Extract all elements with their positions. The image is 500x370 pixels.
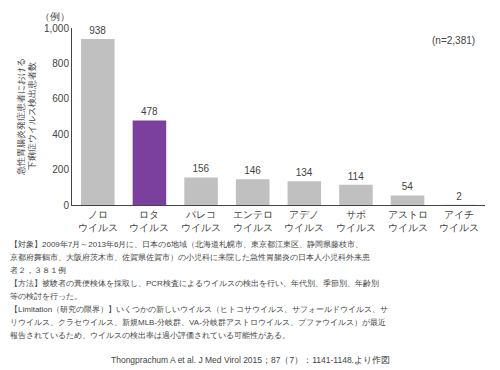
svg-text:ノロウイルス: ノロウイルス — [78, 209, 118, 233]
svg-text:478: 478 — [141, 106, 158, 117]
svg-text:者２，３８１例: 者２，３８１例 — [10, 266, 66, 275]
svg-text:報告されているため、ウイルスの検出率は過小評価されている可能: 報告されているため、ウイルスの検出率は過小評価されている可能性がある。 — [10, 331, 290, 340]
svg-text:（例）: （例） — [40, 11, 70, 22]
svg-text:0: 0 — [63, 200, 69, 211]
svg-text:サポウイルス: サポウイルス — [336, 209, 376, 233]
svg-text:Thongprachum A et al. J Med Vi: Thongprachum A et al. J Med Virol 2015；8… — [111, 355, 390, 365]
svg-text:400: 400 — [52, 129, 69, 140]
svg-text:パレコウイルス: パレコウイルス — [181, 209, 221, 233]
svg-text:146: 146 — [244, 165, 261, 176]
svg-text:アイチウイルス: アイチウイルス — [439, 209, 479, 233]
svg-text:938: 938 — [89, 25, 106, 36]
svg-text:エンテロウイルス: エンテロウイルス — [233, 209, 273, 233]
svg-text:アデノウイルス: アデノウイルス — [284, 209, 324, 233]
svg-text:600: 600 — [52, 93, 69, 104]
svg-text:リウイルス、クラセウイルス、新規MLB-分岐群、VA-分岐群: リウイルス、クラセウイルス、新規MLB-分岐群、VA-分岐群アストロウイルス、ブ… — [10, 318, 386, 327]
svg-text:1,000: 1,000 — [44, 23, 69, 34]
svg-text:【方法】被験者の糞便検体を採取し、PCR検査によるウイルスの: 【方法】被験者の糞便検体を採取し、PCR検査によるウイルスの検出を行い、年代別、… — [10, 279, 379, 288]
svg-text:114: 114 — [348, 171, 364, 182]
svg-text:京都府舞鶴市、大阪府茨木市、佐賀県佐賀市）の小児科に来院した: 京都府舞鶴市、大阪府茨木市、佐賀県佐賀市）の小児科に来院した急性胃腸炎の日本人小… — [10, 253, 370, 262]
svg-text:54: 54 — [402, 181, 414, 192]
svg-text:急性胃腸炎発症患者における下痢症ウイルス検出患者数: 急性胃腸炎発症患者における下痢症ウイルス検出患者数 — [16, 58, 38, 176]
svg-text:等の検討を行った。: 等の検討を行った。 — [10, 292, 82, 301]
svg-text:ロタウイルス: ロタウイルス — [129, 209, 169, 233]
svg-text:アストロウイルス: アストロウイルス — [388, 209, 428, 233]
svg-text:156: 156 — [192, 163, 209, 174]
svg-text:【Limitation（研究の限界）】いくつかの新しいウイル: 【Limitation（研究の限界）】いくつかの新しいウイルス（ヒトコサウイルス… — [10, 305, 388, 314]
svg-text:【対象】2009年7月～2013年6月に、日本の6地域（北海: 【対象】2009年7月～2013年6月に、日本の6地域（北海道札幌市、東京都江東… — [10, 240, 363, 249]
svg-text:2: 2 — [456, 191, 462, 202]
svg-text:134: 134 — [296, 167, 313, 178]
svg-text:200: 200 — [52, 164, 69, 175]
svg-text:800: 800 — [52, 58, 69, 69]
svg-text:(n=2,381): (n=2,381) — [432, 35, 475, 46]
